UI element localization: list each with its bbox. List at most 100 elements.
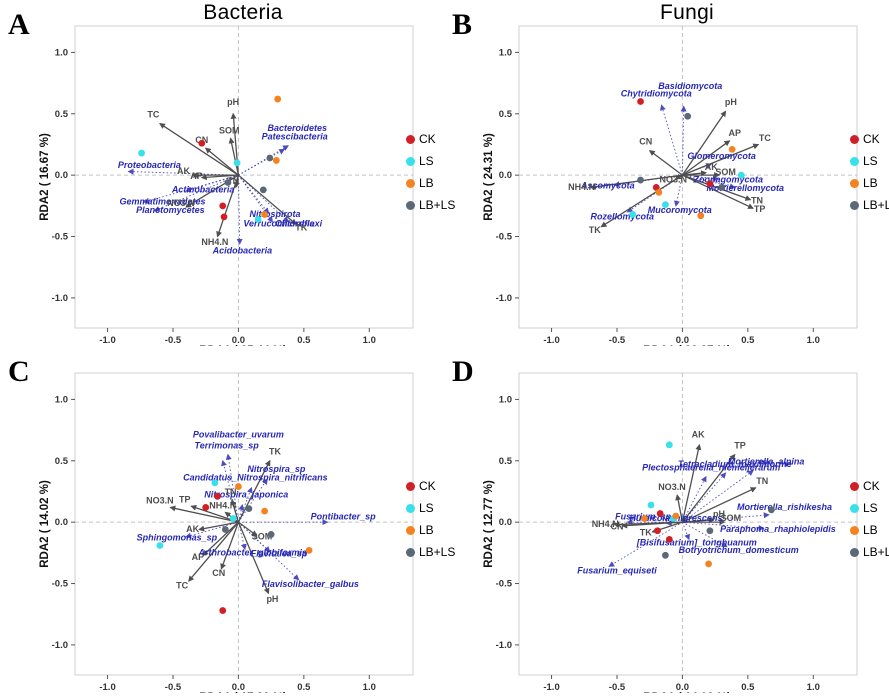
legend-item-lb-ls: LB+LS <box>406 198 455 212</box>
data-point-ls <box>737 171 745 179</box>
x-tick-label: 1.0 <box>363 682 376 693</box>
data-point-ls <box>662 201 669 209</box>
data-point-lb <box>641 515 648 522</box>
data-point-ls <box>629 211 637 218</box>
data-point-lb <box>274 95 282 103</box>
env-arrow <box>682 174 752 201</box>
env-arrow <box>621 521 683 529</box>
env-arrow <box>237 174 297 225</box>
species-arrow <box>237 486 253 523</box>
species-arrow <box>238 148 286 176</box>
env-label: TP <box>179 495 191 505</box>
env-label: TN <box>227 176 239 186</box>
data-point-ls <box>665 441 673 449</box>
y-tick-label: 0.0 <box>499 170 512 181</box>
species-label: Botryotrichum_domesticum <box>679 545 799 555</box>
x-tick-label: -1.0 <box>99 335 115 346</box>
legend-item-lb: LB <box>406 523 455 537</box>
rda-plot-d: Mortierella_alpinaTetracladium_maxillifo… <box>483 372 858 698</box>
species-arrow <box>238 521 300 581</box>
env-label: SOM <box>715 167 736 177</box>
legend-swatch-lb-ls <box>850 547 859 557</box>
env-arrow <box>202 521 239 556</box>
legend-label-lb: LB <box>863 523 878 537</box>
species-arrow <box>153 174 239 212</box>
panel-c: Povalibacter_uvarum Terrimonas_sp Nitrospi… <box>0 347 455 698</box>
legend-b: CK LS LB LB+LS <box>850 132 889 212</box>
species-label: Mortierella_rishikesha <box>737 502 832 512</box>
env-arrow <box>237 459 271 523</box>
env-arrow <box>220 521 240 570</box>
legend-swatch-ck <box>406 134 415 144</box>
x-axis-title: RDA1 ( 38.37 %) <box>643 345 731 346</box>
y-tick-label: 0.5 <box>55 456 69 467</box>
legend-item-lb: LB <box>850 176 889 190</box>
env-arrow <box>682 487 757 523</box>
env-arrow <box>188 521 239 582</box>
legend-item-ls: LS <box>850 154 889 168</box>
species-label: Sphingomonas_sp <box>137 533 218 543</box>
species-label: Zoopagomycota <box>692 175 763 185</box>
species-arrow <box>185 174 239 193</box>
env-arrow <box>238 521 258 537</box>
data-point-lb <box>672 512 680 520</box>
env-label: AP <box>729 128 742 138</box>
env-arrow <box>682 174 754 209</box>
legend-label-lb-ls: LB+LS <box>863 545 889 559</box>
species-label: Rozellomycota <box>590 211 654 221</box>
data-point-lb <box>728 145 736 153</box>
data-point-lb-ls <box>267 531 275 538</box>
plot-border <box>518 372 858 676</box>
data-point-lb-ls <box>637 176 644 184</box>
legend-label-lb-ls: LB+LS <box>419 545 456 559</box>
data-point-ls <box>647 501 655 509</box>
legend-item-ck: CK <box>850 479 889 493</box>
species-label: Bacteroidetes <box>268 123 328 133</box>
env-label: SOM <box>721 513 742 523</box>
legend-swatch-ck <box>850 481 859 491</box>
env-label: AK <box>692 429 705 439</box>
legend-swatch-lb <box>850 525 859 535</box>
legend-label-ls: LS <box>863 501 878 515</box>
env-label: TK <box>295 222 307 232</box>
species-arrow <box>221 459 239 523</box>
env-label: AP <box>190 171 203 181</box>
species-label: Actinobacteria <box>171 184 235 194</box>
y-tick-label: -1.0 <box>52 293 68 304</box>
legend-label-ls: LS <box>863 154 878 168</box>
legend-swatch-lb-ls <box>406 200 415 210</box>
env-label: pH <box>725 97 737 107</box>
x-tick-label: 0.0 <box>676 335 689 346</box>
x-tick-label: 0.5 <box>297 335 311 346</box>
species-arrow <box>681 521 690 541</box>
legend-swatch-ck <box>406 481 415 491</box>
env-label: TC <box>759 133 771 143</box>
species-arrow <box>682 521 728 548</box>
species-label: Candidatus_Nitrospira_nitrificans <box>183 472 328 482</box>
y-tick-label: 1.0 <box>499 47 512 58</box>
env-label: AK <box>186 524 199 534</box>
data-point-ls <box>229 515 237 522</box>
env-arrow <box>681 443 702 523</box>
env-label: AP <box>192 552 205 562</box>
species-label: Mucoromycota <box>648 205 712 215</box>
env-label: TK <box>640 528 652 538</box>
env-label: NH4.N <box>201 237 228 247</box>
legend-swatch-lb-ls <box>850 200 859 210</box>
data-point-ck <box>219 202 227 210</box>
legend-d: CK LS LB LB+LS <box>850 479 889 559</box>
data-point-lb-ls <box>224 179 232 186</box>
data-point-lb <box>697 212 705 220</box>
species-label: Proteobacteria <box>118 160 181 170</box>
species-label: [Bisifusarium]_tonghuanum <box>636 537 757 547</box>
x-tick-label: 0.0 <box>232 682 245 693</box>
y-tick-label: 1.0 <box>55 47 68 58</box>
data-point-ck <box>198 139 206 147</box>
env-label: TP <box>734 441 746 451</box>
data-point-ck <box>214 492 221 500</box>
env-arrow <box>648 150 683 176</box>
data-point-ls <box>211 479 219 487</box>
y-tick-label: 0.0 <box>499 517 512 528</box>
data-point-lb-ls <box>266 154 274 162</box>
